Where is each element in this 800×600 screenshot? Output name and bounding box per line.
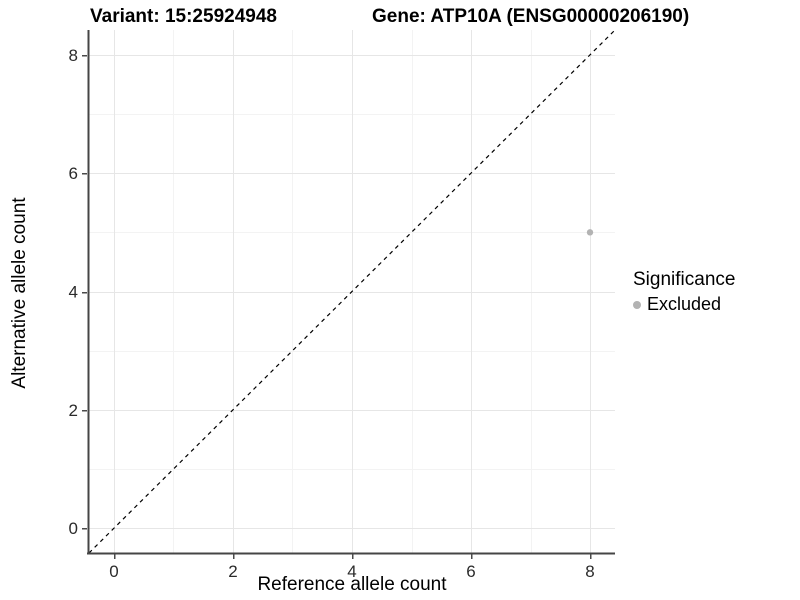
y-axis-title: Alternative allele count — [9, 197, 30, 389]
legend-item-label: Excluded — [647, 294, 722, 314]
y-tick-label: 2 — [69, 401, 78, 420]
x-tick-label: 2 — [228, 562, 237, 581]
y-tick-label: 6 — [69, 164, 78, 183]
y-tick-label: 4 — [69, 283, 78, 302]
y-tick-label: 8 — [69, 46, 78, 65]
variant-title: Variant: 15:25924948 — [90, 6, 277, 27]
x-tick-label: 6 — [466, 562, 475, 581]
identity-dashed-line — [88, 29, 616, 554]
x-axis-title: Reference allele count — [257, 574, 447, 595]
gene-title: Gene: ATP10A (ENSG00000206190) — [372, 6, 690, 27]
data-point — [586, 229, 594, 236]
x-tick-label: 0 — [109, 562, 118, 581]
legend: Significance Excluded — [633, 269, 735, 315]
y-tick-label: 0 — [69, 519, 78, 538]
x-tick-label: 4 — [347, 562, 356, 581]
x-tick-label: 8 — [585, 562, 594, 581]
legend-item-excluded: Excluded — [633, 294, 735, 315]
excluded-point-icon — [633, 300, 641, 309]
legend-title: Significance — [633, 269, 736, 290]
